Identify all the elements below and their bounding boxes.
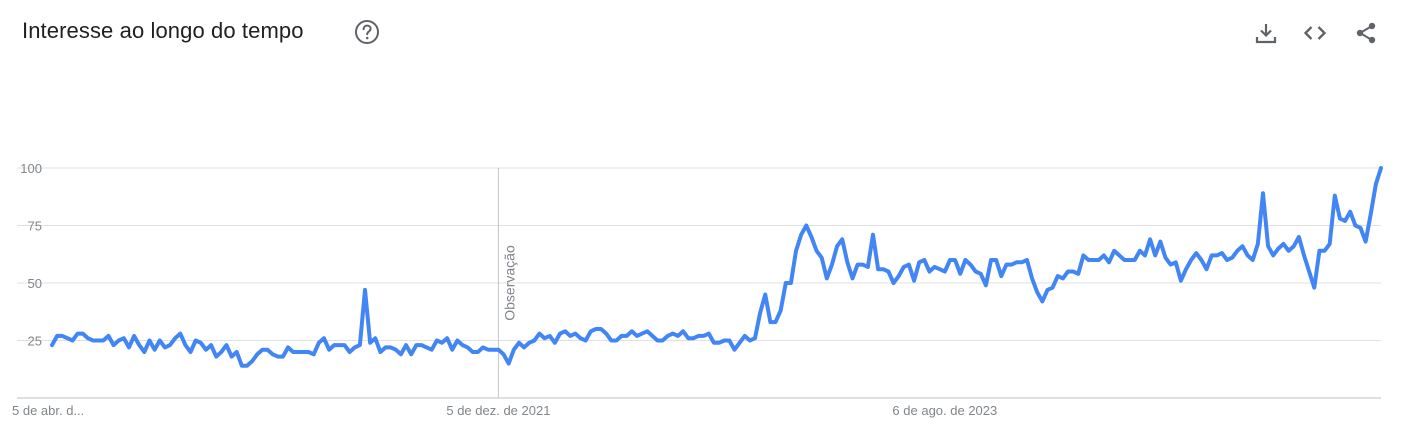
y-tick-label: 25 — [28, 334, 42, 349]
gridlines: 25 50 75 100 — [17, 161, 1381, 349]
y-tick-label: 75 — [28, 219, 42, 234]
y-tick-label: 50 — [28, 276, 42, 291]
x-tick-label: 5 de abr. d... — [12, 403, 84, 418]
y-tick-label: 100 — [20, 161, 42, 176]
chart-header: Interesse ao longo do tempo — [0, 0, 1402, 70]
chart-title: Interesse ao longo do tempo — [22, 18, 304, 43]
help-circle-icon[interactable] — [354, 19, 380, 45]
observation-marker: Observação — [497, 168, 517, 398]
embed-code-icon[interactable] — [1302, 20, 1328, 46]
observation-label: Observação — [501, 245, 517, 321]
series-layer — [50, 166, 1383, 368]
share-icon[interactable] — [1353, 20, 1379, 46]
series-line — [50, 166, 1383, 368]
x-tick-label: 5 de dez. de 2021 — [446, 403, 550, 418]
x-tick-label: 6 de ago. de 2023 — [892, 403, 997, 418]
download-icon[interactable] — [1253, 20, 1279, 46]
x-axis: 5 de abr. d... 5 de dez. de 2021 6 de ago.… — [12, 397, 1381, 418]
